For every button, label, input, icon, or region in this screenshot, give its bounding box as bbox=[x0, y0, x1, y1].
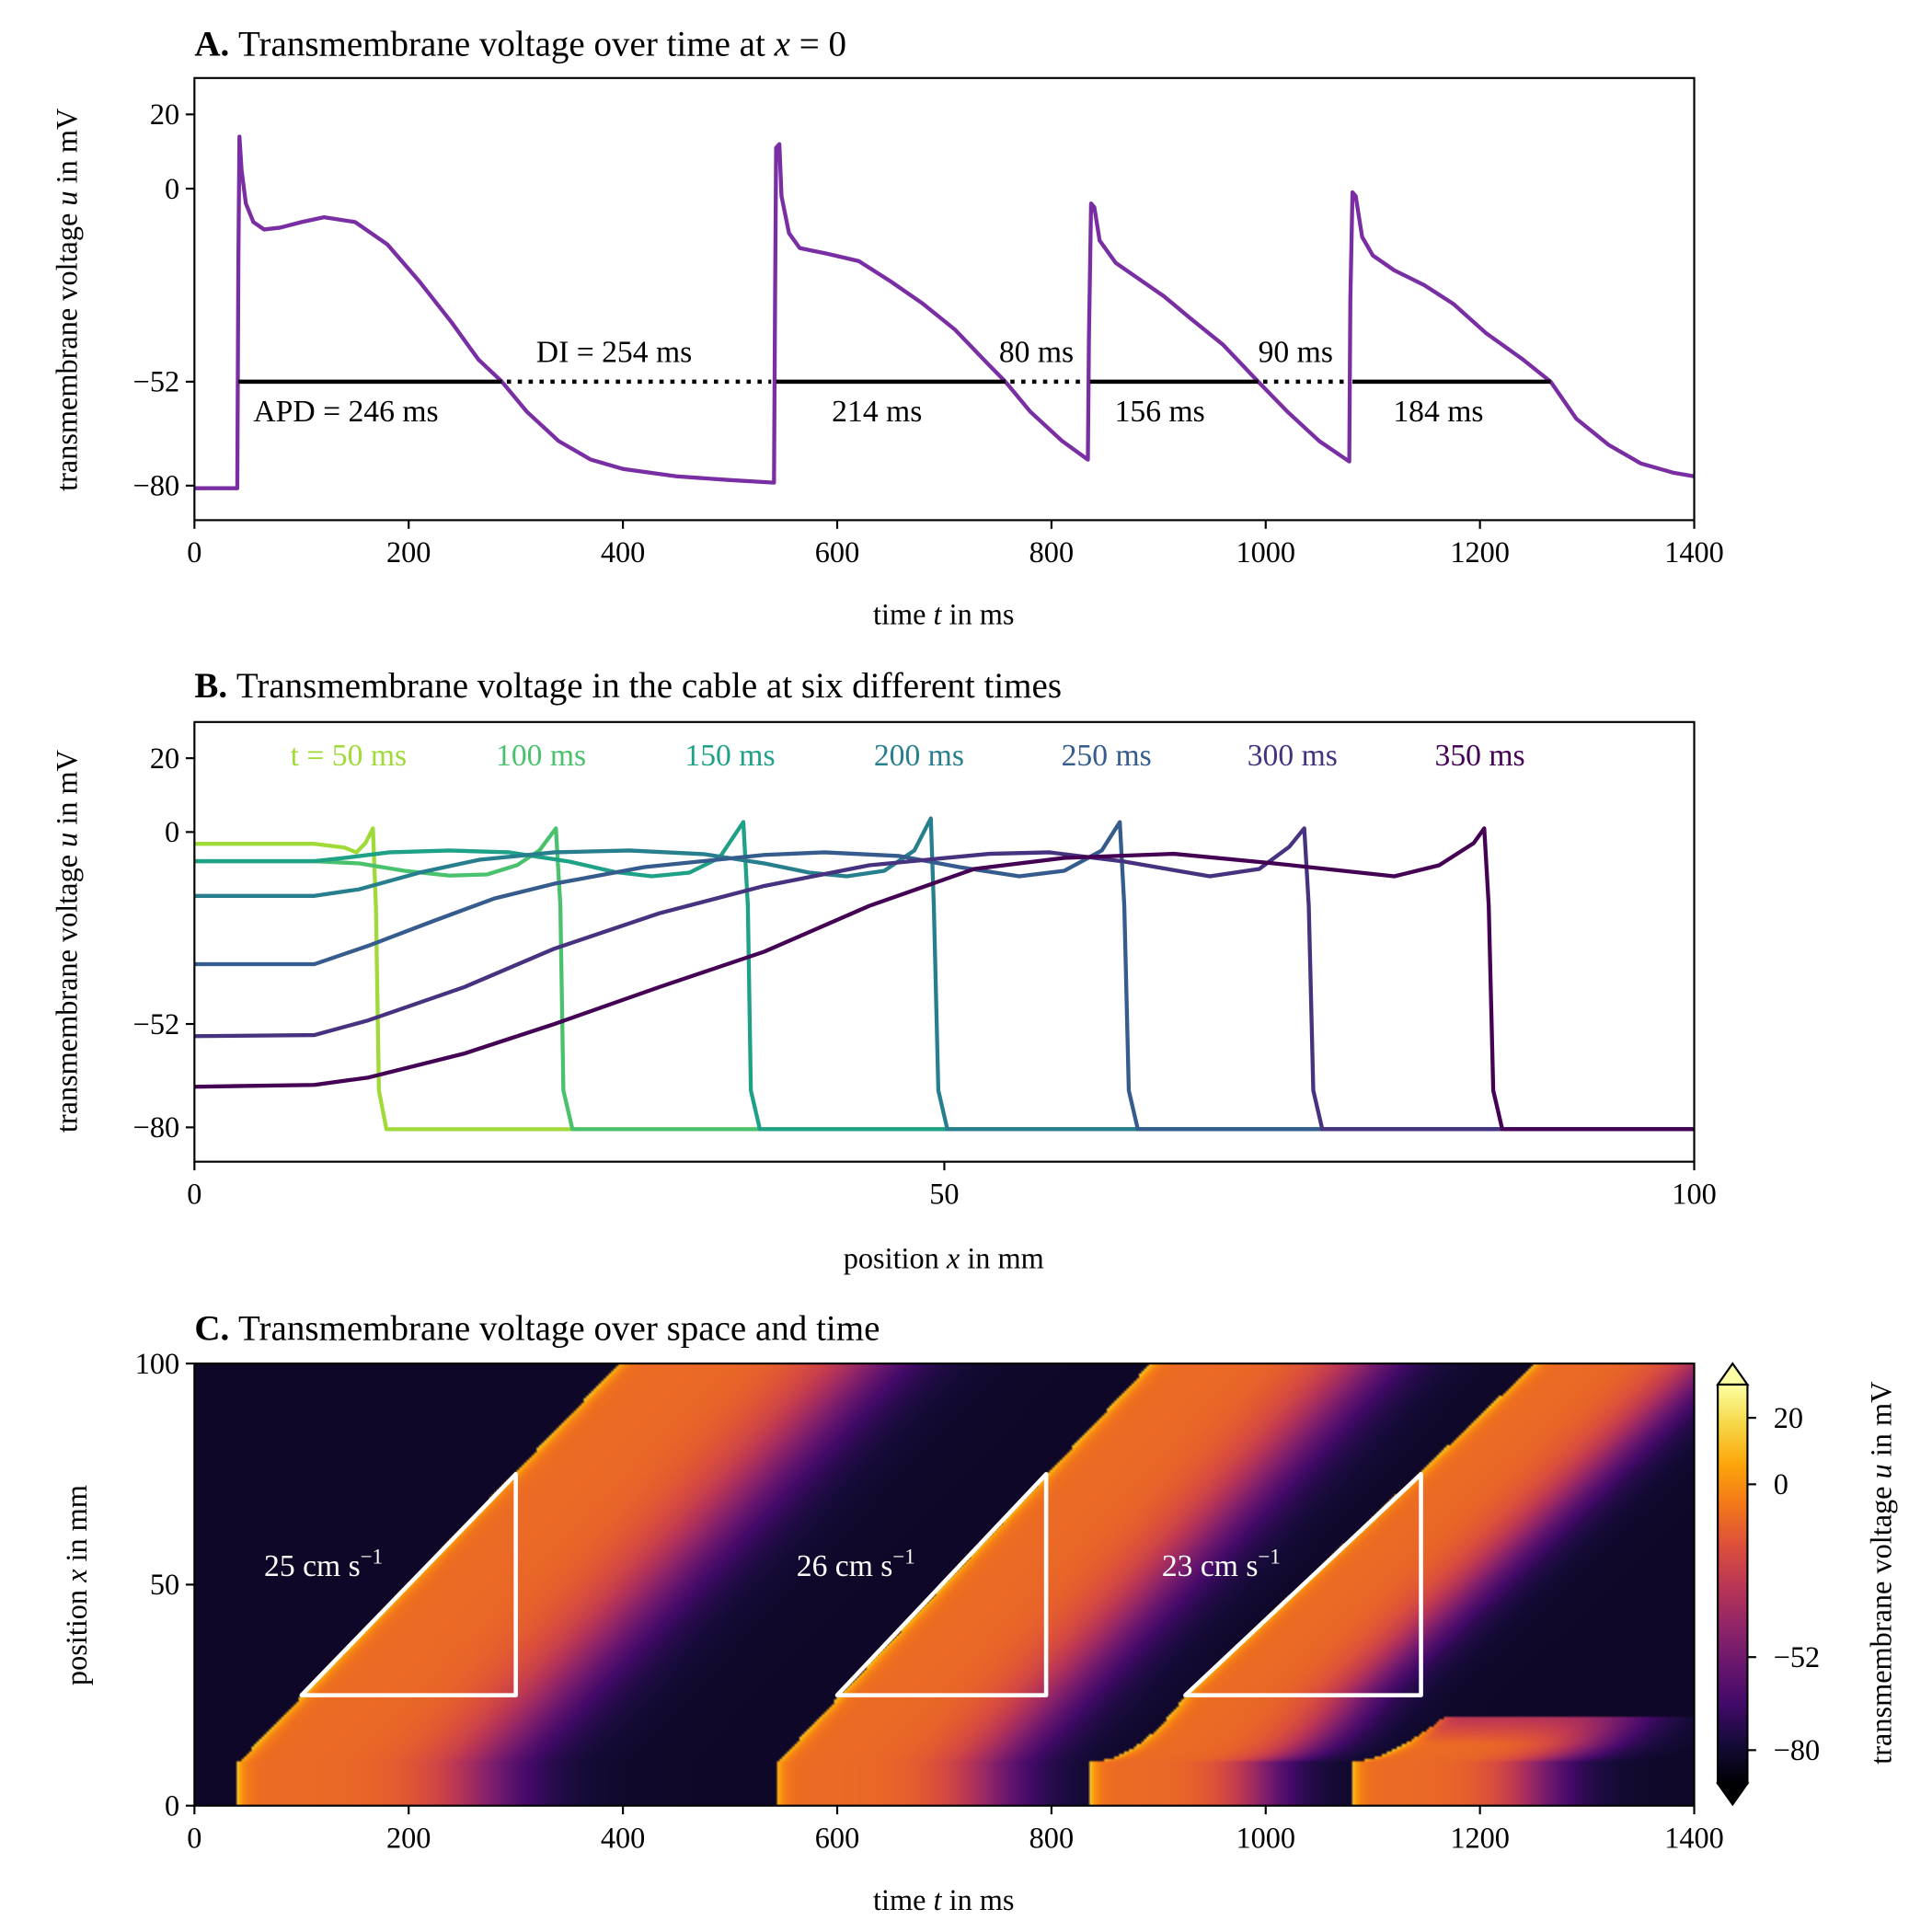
cable-profile-line bbox=[194, 820, 1695, 1132]
panel-c-ytick-label: 50 bbox=[150, 1568, 179, 1601]
panel-c: C. Transmembrane voltage over space and … bbox=[60, 1309, 1897, 1916]
interval-annotation: 90 ms bbox=[1259, 335, 1333, 369]
panel-c-xlabel: time t in ms bbox=[873, 1883, 1014, 1916]
panel-b-lines bbox=[194, 816, 1695, 1132]
panel-b-title: B. Transmembrane voltage in the cable at… bbox=[194, 666, 1062, 706]
colorbar-tick-label: 20 bbox=[1774, 1401, 1803, 1434]
series-label: 300 ms bbox=[1248, 739, 1338, 773]
panel-a-frame bbox=[193, 76, 1696, 522]
colorbar: 20 0 −52 −80 transmembrane voltage u in mV bbox=[1716, 1362, 1898, 1807]
series-label: 100 ms bbox=[496, 739, 586, 773]
panel-c-plot: 0 200 400 600 800 1000 1200 1400 0 50 100 25 cm s−1… bbox=[135, 1347, 1724, 1855]
velocity-triangle bbox=[299, 1472, 518, 1697]
panel-c-xtick-label: 1200 bbox=[1450, 1821, 1510, 1854]
panel-c-xtick-label: 1000 bbox=[1236, 1821, 1295, 1854]
panel-a-xtick-label: 1200 bbox=[1450, 535, 1510, 569]
panel-b-ytick-label: −52 bbox=[133, 1007, 180, 1041]
panel-a-xtick-label: 0 bbox=[187, 535, 201, 569]
panel-a-lines bbox=[194, 134, 1695, 490]
panel-c-frame bbox=[193, 1363, 1696, 1807]
panel-a-ylabel: transmembrane voltage u in mV bbox=[50, 109, 83, 491]
panel-b-ytick-label: 0 bbox=[165, 815, 179, 848]
interval-annotation: 156 ms bbox=[1115, 395, 1205, 429]
interval-annotation: APD = 246 ms bbox=[253, 395, 438, 429]
panel-b-xtick-label: 100 bbox=[1672, 1177, 1716, 1210]
interval-annotation: 214 ms bbox=[832, 395, 922, 429]
panel-a-xlabel: time t in ms bbox=[873, 597, 1014, 630]
panel-b-xlabel: position x in mm bbox=[844, 1241, 1044, 1274]
velocity-label: 25 cm s−1 bbox=[264, 1545, 383, 1582]
panel-a-xtick-label: 1000 bbox=[1236, 535, 1295, 569]
colorbar-tick-label: −52 bbox=[1774, 1640, 1821, 1673]
series-label: 150 ms bbox=[684, 739, 775, 773]
velocity-triangle bbox=[834, 1472, 1049, 1697]
panel-a-xtick-label: 800 bbox=[1029, 535, 1074, 569]
colorbar-label: transmembrane voltage u in mV bbox=[1865, 1382, 1898, 1765]
series-label: t = 50 ms bbox=[291, 739, 407, 773]
panel-a: A. Transmembrane voltage over time at x … bbox=[50, 25, 1723, 631]
colorbar-ticks: 20 0 −52 −80 bbox=[1747, 1401, 1820, 1766]
panel-b-ytick-label: 20 bbox=[150, 742, 179, 775]
panel-a-xtick-label: 600 bbox=[815, 535, 859, 569]
series-label: 250 ms bbox=[1062, 739, 1152, 773]
panel-b-ytick-label: −80 bbox=[133, 1110, 180, 1144]
panel-a-ytick-label: −52 bbox=[133, 365, 180, 398]
velocity-triangle bbox=[1183, 1472, 1423, 1697]
panel-c-ylabel: position x in mm bbox=[60, 1485, 93, 1685]
panel-c-ytick-label: 100 bbox=[135, 1347, 179, 1380]
cable-profile-line bbox=[194, 826, 1695, 1132]
panel-a-title: A. Transmembrane voltage over time at x … bbox=[194, 25, 846, 64]
interval-annotation: 184 ms bbox=[1393, 395, 1483, 429]
panel-a-ytick-label: −80 bbox=[133, 469, 180, 502]
panel-c-xtick-label: 400 bbox=[601, 1821, 645, 1854]
panel-a-xtick-label: 400 bbox=[601, 535, 645, 569]
colorbar-tick-label: 0 bbox=[1774, 1467, 1788, 1501]
panel-b-ylabel: transmembrane voltage u in mV bbox=[50, 750, 83, 1133]
panel-b: B. Transmembrane voltage in the cable at… bbox=[50, 666, 1716, 1275]
panel-a-xtick-label: 200 bbox=[386, 535, 431, 569]
panel-a-ytick-label: 20 bbox=[150, 98, 179, 131]
panel-c-xtick-label: 800 bbox=[1029, 1821, 1074, 1854]
series-label: 200 ms bbox=[874, 739, 964, 773]
cable-profile-line bbox=[194, 820, 1695, 1132]
velocity-label: 23 cm s−1 bbox=[1162, 1545, 1281, 1582]
colorbar-gradient bbox=[1717, 1383, 1749, 1785]
panel-c-title: C. Transmembrane voltage over space and … bbox=[194, 1309, 880, 1349]
panel-c-xtick-label: 0 bbox=[187, 1821, 201, 1854]
panel-b-plot: 0 50 100 20 0 −52 −80 t = 50 ms 100 ms 150 ms 200 … bbox=[133, 739, 1717, 1210]
cable-profile-line bbox=[194, 826, 1695, 1132]
cable-profile-line bbox=[194, 816, 1695, 1132]
panel-c-ytick-label: 0 bbox=[165, 1788, 179, 1822]
interval-annotation: 80 ms bbox=[999, 335, 1074, 369]
panel-a-ytick-label: 0 bbox=[165, 172, 179, 205]
velocity-label: 26 cm s−1 bbox=[797, 1545, 915, 1582]
panel-b-frame bbox=[193, 720, 1696, 1163]
panel-c-xtick-label: 600 bbox=[815, 1821, 859, 1854]
interval-annotation: DI = 254 ms bbox=[536, 335, 692, 369]
colorbar-tick-label: −80 bbox=[1774, 1733, 1821, 1766]
cable-profile-line bbox=[194, 826, 1695, 1132]
colorbar-extend-min bbox=[1716, 1782, 1750, 1807]
voltage-trace bbox=[194, 134, 1695, 490]
panel-c-xtick-label: 1400 bbox=[1664, 1821, 1724, 1854]
panel-a-xtick-label: 1400 bbox=[1664, 535, 1724, 569]
colorbar-extend-max bbox=[1716, 1362, 1750, 1386]
cable-profile-line bbox=[194, 826, 1695, 1132]
panel-b-xtick-label: 50 bbox=[929, 1177, 959, 1210]
panel-b-xtick-label: 0 bbox=[187, 1177, 201, 1210]
series-label: 350 ms bbox=[1435, 739, 1525, 773]
panel-c-xtick-label: 200 bbox=[386, 1821, 431, 1854]
